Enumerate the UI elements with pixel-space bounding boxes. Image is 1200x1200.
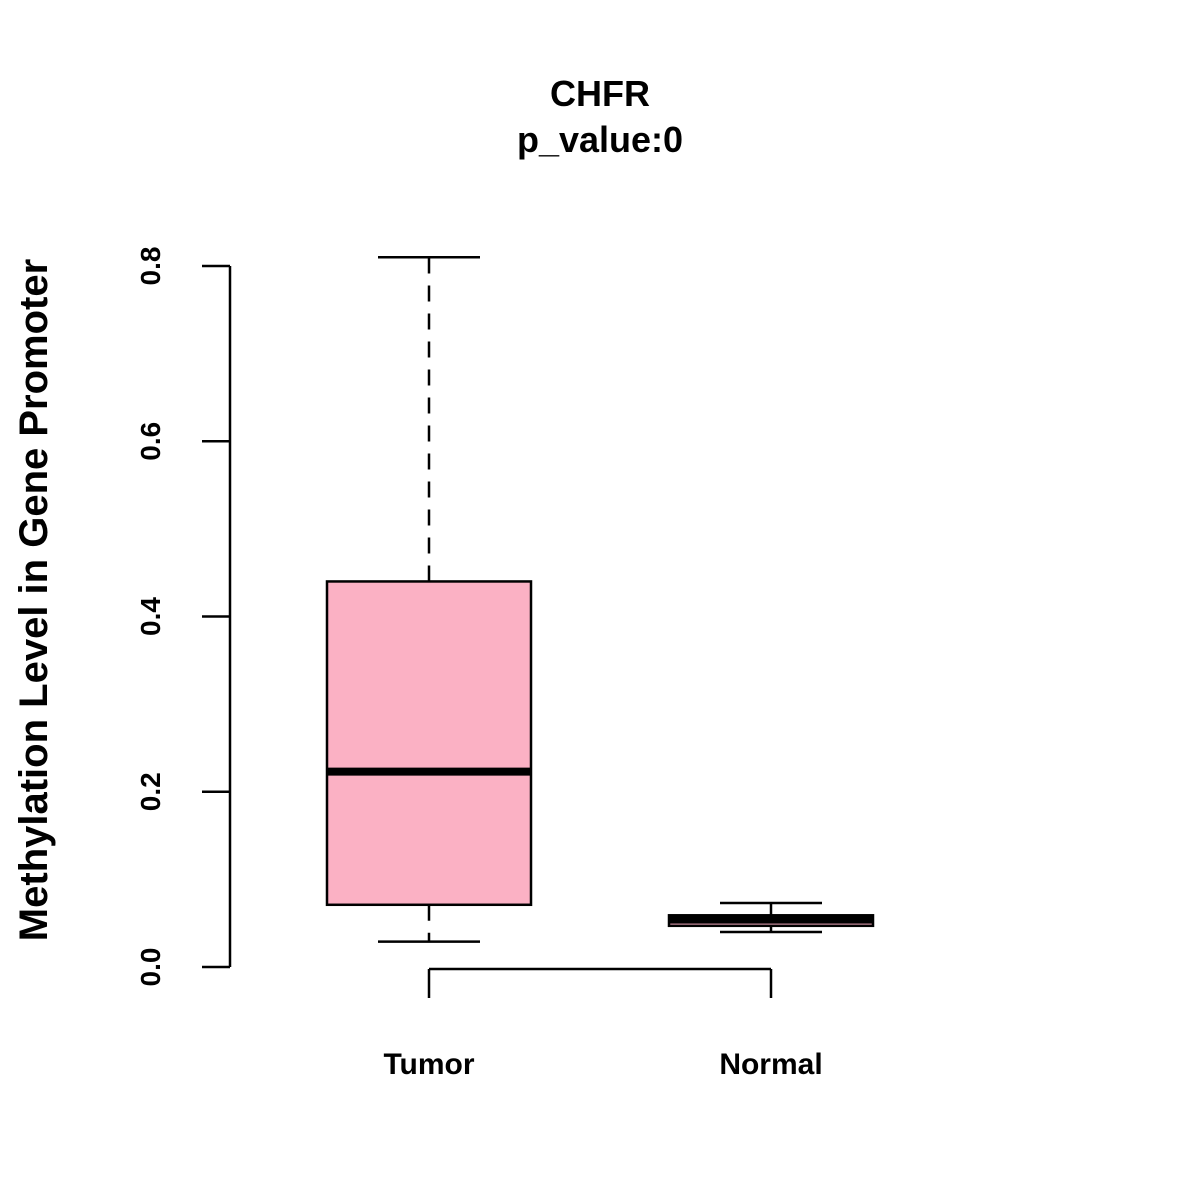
box-normal bbox=[667, 901, 875, 934]
y-axis-label: Methylation Level in Gene Promoter bbox=[12, 259, 56, 941]
box-iqr bbox=[325, 580, 533, 907]
chart-subtitle: p_value:0 bbox=[517, 119, 683, 160]
category-labels: Tumor Normal bbox=[383, 1048, 822, 1081]
box-tumor bbox=[325, 255, 533, 943]
boxes-group bbox=[325, 255, 875, 943]
y-tick-label: 0.6 bbox=[135, 422, 166, 461]
category-label-normal: Normal bbox=[719, 1048, 822, 1081]
category-label-tumor: Tumor bbox=[383, 1048, 474, 1081]
chart-title: CHFR bbox=[550, 73, 650, 114]
significance-bracket bbox=[427, 967, 773, 998]
y-axis: 0.0 0.2 0.4 0.6 0.8 bbox=[135, 247, 232, 987]
y-tick-label: 0.0 bbox=[135, 948, 166, 987]
y-tick-label: 0.2 bbox=[135, 772, 166, 811]
y-tick-label: 0.8 bbox=[135, 247, 166, 286]
y-tick-label: 0.4 bbox=[135, 597, 166, 636]
